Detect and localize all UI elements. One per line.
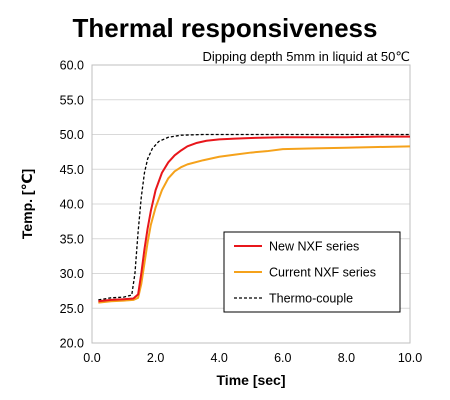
chart-subtitle: Dipping depth 5mm in liquid at 50℃ <box>202 49 410 64</box>
y-tick-label: 35.0 <box>60 232 84 246</box>
series-lines <box>98 133 411 304</box>
y-tick-label: 45.0 <box>60 163 84 177</box>
series-line-0 <box>98 135 410 303</box>
legend: New NXF series Current NXF series Thermo-c… <box>223 231 401 313</box>
legend-label: New NXF series <box>269 240 359 254</box>
y-tick-label: 60.0 <box>60 59 84 73</box>
legend-label: Thermo-couple <box>269 292 353 306</box>
y-tick-label: 20.0 <box>60 337 84 351</box>
y-axis-ticks: 20.0 25.0 30.0 35.0 40.0 45.0 50.0 55.0 60.0 <box>60 59 84 351</box>
x-axis-ticks: 0.0 2.0 4.0 6.0 8.0 10.0 <box>83 351 422 365</box>
y-tick-label: 55.0 <box>60 93 84 107</box>
x-tick-label: 10.0 <box>398 351 422 365</box>
y-tick-label: 25.0 <box>60 302 84 316</box>
y-axis-label: Temp. [℃] <box>19 169 35 239</box>
x-tick-label: 6.0 <box>274 351 291 365</box>
legend-label: Current NXF series <box>269 266 376 280</box>
series-line-1 <box>98 145 411 304</box>
x-tick-label: 4.0 <box>211 351 228 365</box>
series-line-2 <box>98 133 410 301</box>
plot-area <box>91 64 411 344</box>
y-tick-label: 40.0 <box>60 198 84 212</box>
x-tick-label: 0.0 <box>83 351 100 365</box>
y-tick-label: 30.0 <box>60 267 84 281</box>
x-axis-label: Time [sec] <box>217 372 286 388</box>
y-tick-label: 50.0 <box>60 128 84 142</box>
x-tick-label: 2.0 <box>147 351 164 365</box>
x-tick-label: 8.0 <box>338 351 355 365</box>
chart-title: Thermal responsiveness <box>73 13 378 43</box>
